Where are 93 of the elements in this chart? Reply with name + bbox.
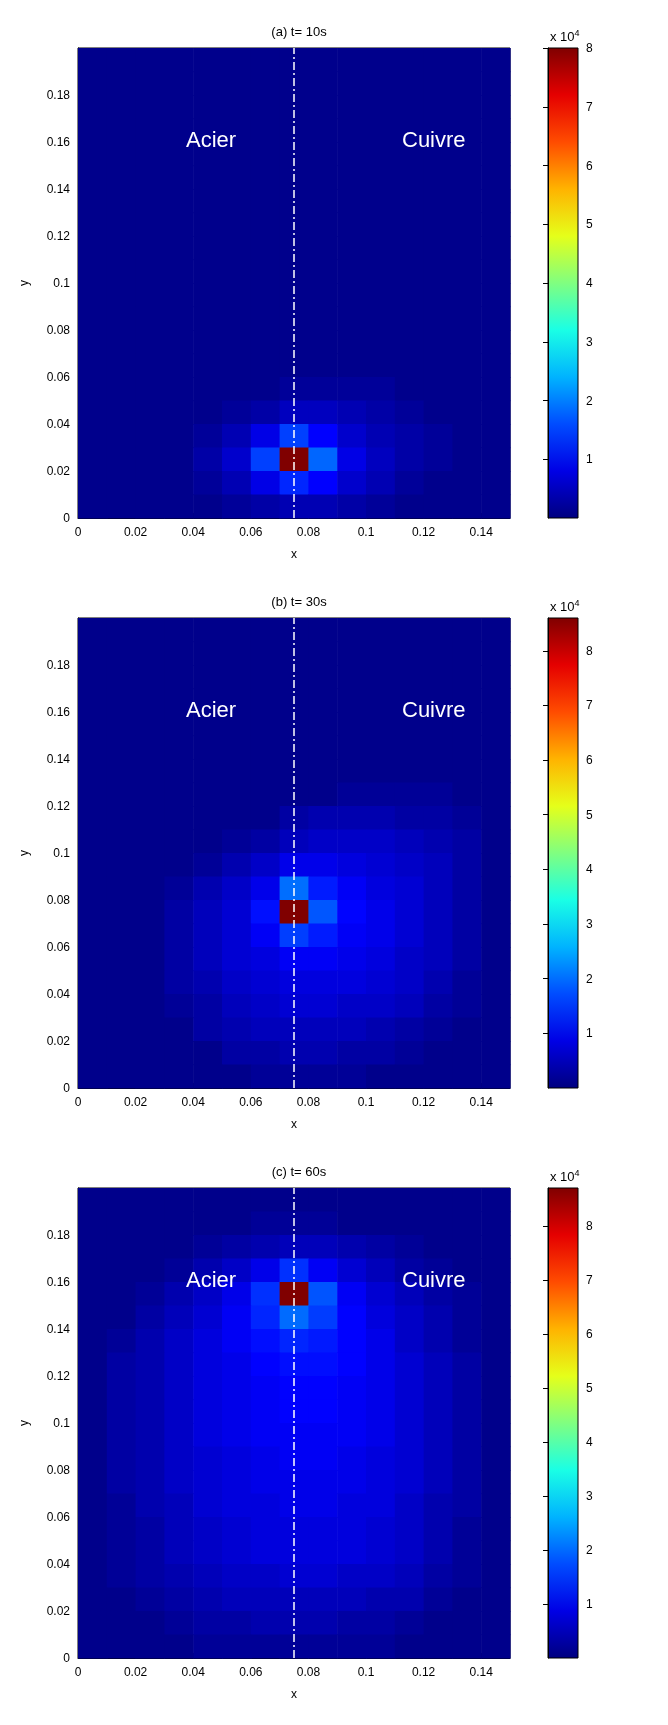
chart-title: (c) t= 60s bbox=[271, 1164, 327, 1179]
y-tick-label: 0.12 bbox=[46, 1369, 71, 1383]
color-bar-label: 5 bbox=[586, 807, 593, 822]
x-tick-label: 0.14 bbox=[469, 1095, 494, 1109]
x-tick-label: 0.04 bbox=[181, 1095, 206, 1109]
y-tick-label: 0 bbox=[63, 511, 71, 525]
y-tick-label: 0.04 bbox=[46, 987, 71, 1001]
x-tick-label: 0.02 bbox=[123, 525, 148, 539]
y-tick-label: 0.04 bbox=[46, 417, 71, 431]
color-bar-label: 7 bbox=[586, 1272, 593, 1287]
y-tick-label: 0.06 bbox=[46, 370, 71, 384]
y-tick-label: 0.14 bbox=[46, 1322, 71, 1336]
annotation: Acier bbox=[186, 126, 237, 152]
color-bar-label: 4 bbox=[586, 862, 593, 877]
y-tick-label: 0.02 bbox=[46, 464, 71, 478]
chart-title: (b) t= 30s bbox=[271, 594, 328, 609]
color-bar-label: 6 bbox=[586, 158, 593, 173]
annotation: Cuivre bbox=[402, 1266, 466, 1292]
color-bar-label: 8 bbox=[586, 41, 593, 55]
color-bar-label: 1 bbox=[586, 452, 593, 467]
annotation: Acier bbox=[186, 696, 237, 722]
x-tick-label: 0.02 bbox=[123, 1665, 148, 1679]
color-bar-label: 1 bbox=[586, 1026, 593, 1041]
y-tick-label: 0 bbox=[63, 1651, 71, 1665]
color-bar-label: 7 bbox=[586, 698, 593, 713]
color-bar-label: 1 bbox=[586, 1596, 593, 1611]
color-bar-label: 3 bbox=[586, 1488, 593, 1503]
x-tick-label: 0.14 bbox=[469, 525, 494, 539]
y-tick-label: 0.1 bbox=[53, 1416, 71, 1430]
x-axis-title: x bbox=[291, 547, 297, 561]
y-tick-label: 0.1 bbox=[53, 846, 71, 860]
x-tick-label: 0.08 bbox=[296, 1095, 321, 1109]
x-tick-label: 0.1 bbox=[357, 525, 375, 539]
color-bar-label: 5 bbox=[586, 1380, 593, 1395]
x-tick-label: 0.12 bbox=[411, 1665, 436, 1679]
y-tick-label: 0.02 bbox=[46, 1604, 71, 1618]
x-tick-label: 0.06 bbox=[239, 1665, 263, 1679]
color-bar-label: 3 bbox=[586, 334, 593, 349]
annotation: Cuivre bbox=[402, 696, 466, 722]
y-tick-label: 0.08 bbox=[46, 323, 71, 337]
x-tick-label: 0.08 bbox=[296, 525, 321, 539]
y-tick-label: 0.12 bbox=[46, 799, 71, 813]
x-tick-label: 0.1 bbox=[357, 1665, 375, 1679]
x-tick-label: 0.02 bbox=[123, 1095, 148, 1109]
x-axis-title: x bbox=[291, 1687, 297, 1701]
annotation: Acier bbox=[186, 1266, 237, 1292]
y-tick-label: 0.08 bbox=[46, 1463, 71, 1477]
y-tick-label: 0.18 bbox=[46, 658, 71, 672]
color-bar-label: 8 bbox=[586, 1218, 593, 1233]
y-tick-label: 0.12 bbox=[46, 229, 71, 243]
y-tick-label: 0 bbox=[63, 1081, 71, 1095]
y-tick-label: 0.1 bbox=[53, 276, 71, 290]
y-tick-label: 0.14 bbox=[46, 182, 71, 196]
x-tick-label: 0.1 bbox=[357, 1095, 375, 1109]
chart-title: (a) t= 10s bbox=[271, 24, 328, 39]
y-tick-label: 0.06 bbox=[46, 1510, 71, 1524]
x-tick-label: 0.12 bbox=[411, 1095, 436, 1109]
y-axis-title: y bbox=[17, 1420, 31, 1426]
x-tick-label: 0.04 bbox=[181, 525, 206, 539]
x-tick-label: 0 bbox=[74, 1665, 82, 1679]
x-tick-label: 0.12 bbox=[411, 525, 436, 539]
y-tick-label: 0.08 bbox=[46, 893, 71, 907]
color-bar-label: 2 bbox=[586, 393, 593, 408]
y-axis-title: y bbox=[17, 850, 31, 856]
x-tick-label: 0.06 bbox=[239, 1095, 263, 1109]
x-tick-label: 0.04 bbox=[181, 1665, 206, 1679]
color-bar-label: 5 bbox=[586, 217, 593, 232]
y-tick-label: 0.16 bbox=[46, 705, 71, 719]
color-bar-label: 6 bbox=[586, 753, 593, 768]
y-tick-label: 0.06 bbox=[46, 940, 71, 954]
y-tick-label: 0.02 bbox=[46, 1034, 71, 1048]
y-axis-title: y bbox=[17, 280, 31, 286]
color-bar-label: 6 bbox=[586, 1326, 593, 1341]
x-tick-label: 0 bbox=[74, 525, 82, 539]
annotation: Cuivre bbox=[402, 126, 466, 152]
color-bar-label: 4 bbox=[586, 276, 593, 290]
color-bar-label: 3 bbox=[586, 917, 593, 932]
color-bar-label: 2 bbox=[586, 1542, 593, 1557]
color-bar-label: 4 bbox=[586, 1434, 593, 1449]
color-bar-label: 7 bbox=[586, 99, 593, 114]
y-tick-label: 0.18 bbox=[46, 88, 71, 102]
y-tick-label: 0.04 bbox=[46, 1557, 71, 1571]
x-tick-label: 0.08 bbox=[296, 1665, 321, 1679]
x-tick-label: 0 bbox=[74, 1095, 82, 1109]
y-tick-label: 0.16 bbox=[46, 1275, 71, 1289]
x-tick-label: 0.06 bbox=[239, 525, 263, 539]
color-bar-label: 8 bbox=[586, 643, 593, 658]
x-tick-label: 0.14 bbox=[469, 1665, 494, 1679]
y-tick-label: 0.14 bbox=[46, 752, 71, 766]
x-axis-title: x bbox=[291, 1117, 297, 1131]
y-tick-label: 0.16 bbox=[46, 135, 71, 149]
y-tick-label: 0.18 bbox=[46, 1228, 71, 1242]
color-bar-label: 2 bbox=[586, 971, 593, 986]
